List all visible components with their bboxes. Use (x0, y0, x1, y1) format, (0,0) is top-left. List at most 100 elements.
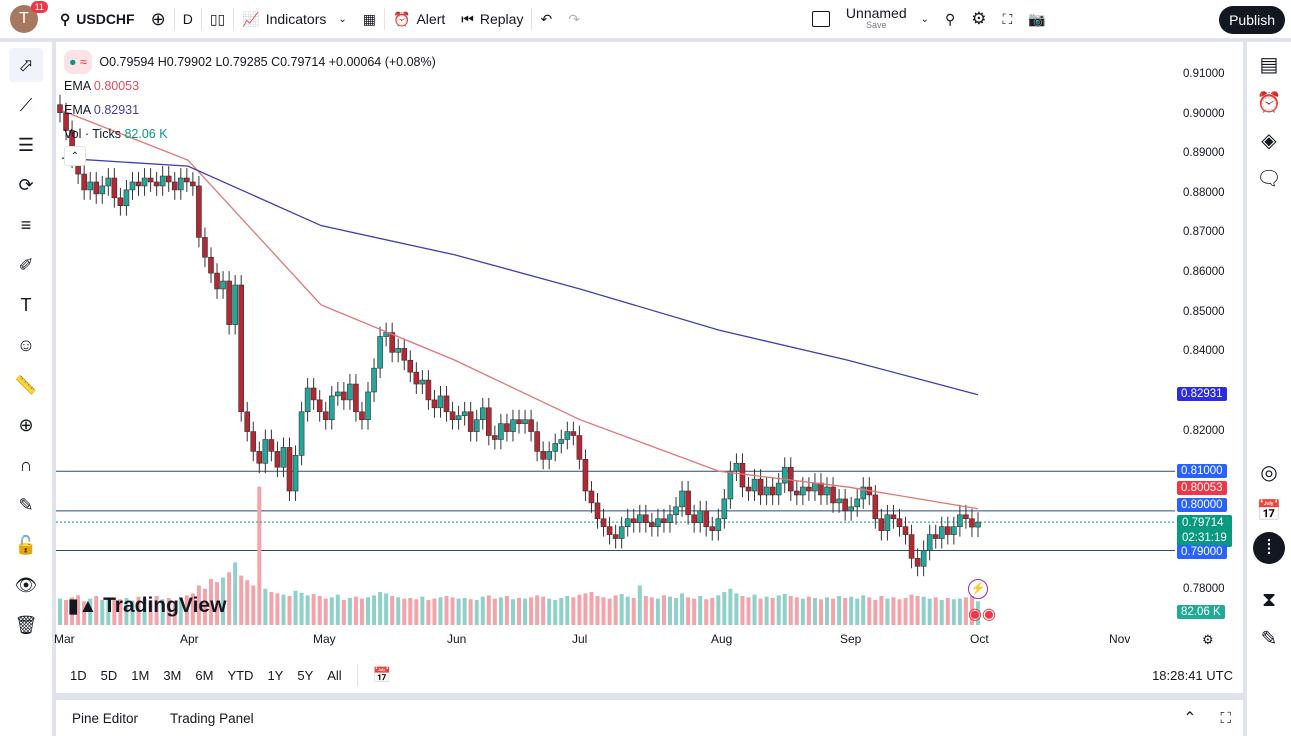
chat-icon[interactable]: 🗨 (1256, 167, 1282, 190)
horizontal-lines-icon[interactable]: ☰ (17, 134, 35, 155)
trading-panel-tab[interactable]: Trading Panel (170, 710, 254, 726)
volume-bar (788, 596, 793, 625)
candle-body (310, 387, 317, 401)
interval-button[interactable]: D (175, 0, 201, 38)
pattern-icon[interactable]: ⟳ (18, 174, 34, 195)
volume-bar (601, 597, 606, 625)
timeframe-1d[interactable]: 1D (70, 667, 87, 683)
broadcast-icon[interactable]: ⧗ (1261, 588, 1277, 611)
lock-pencil-icon[interactable]: ✎ (18, 494, 34, 515)
events-icon[interactable]: ⚡ (968, 579, 988, 599)
indicators-button[interactable]: 📈 Indicators ⌄ (234, 0, 355, 38)
collapse-panel-icon[interactable]: ⌃ (1183, 710, 1197, 727)
ruler-icon[interactable]: 📏 (14, 374, 38, 395)
candle-body (938, 526, 945, 539)
clock[interactable]: 18:28:41 UTC (1152, 667, 1233, 683)
timeframe-5d[interactable]: 5D (100, 667, 118, 683)
timeframe-1y[interactable]: 1Y (267, 667, 284, 683)
replay-button[interactable]: ⏮ Replay (453, 0, 531, 38)
candle-body (153, 181, 160, 187)
volume-bar (136, 596, 141, 625)
templates-button[interactable]: ▦ (355, 0, 384, 38)
trend-line-icon[interactable]: ⟋ (19, 94, 33, 115)
status-dot: ● ≈ (64, 50, 92, 74)
timeframe-all[interactable]: All (327, 667, 342, 683)
fullscreen-button[interactable]: ⛶ (995, 0, 1021, 38)
candle-body (576, 435, 583, 460)
date-range-icon[interactable]: 📅 (372, 667, 392, 684)
candle-body (697, 510, 703, 524)
cursor-icon[interactable]: ⬀ (9, 48, 43, 82)
publish-button[interactable]: Publish (1219, 6, 1285, 34)
candle-body (908, 534, 915, 559)
volume-bar (160, 599, 165, 625)
candle-body (685, 490, 691, 516)
compare-button[interactable]: ⊕ (143, 0, 174, 38)
ema-slow-label[interactable]: EMA (64, 103, 91, 117)
magnify-icon: ⚲ (945, 10, 956, 27)
candle-body (800, 486, 806, 496)
snapshot-button[interactable]: 📷 (1020, 0, 1053, 38)
undo-button[interactable]: ↶ (532, 0, 560, 38)
candle-body (105, 177, 112, 187)
volume-bar (196, 585, 201, 625)
target-icon[interactable]: ◎ (1260, 461, 1278, 484)
apps-grid-icon[interactable]: ⁞ (1253, 532, 1285, 564)
magnet-icon[interactable]: ∩ (19, 454, 33, 475)
candle-body (926, 534, 933, 551)
price-chart[interactable] (56, 42, 1243, 654)
us-flag-events-icon[interactable]: ◉◉ (968, 606, 996, 623)
quick-search-button[interactable]: ⚲ (937, 0, 963, 38)
candle-body (534, 431, 540, 452)
fib-icon[interactable]: ≡ (20, 214, 32, 235)
volume-bar (142, 598, 147, 625)
timeframe-ytd[interactable]: YTD (227, 667, 254, 683)
layout-button[interactable]: Unnamed Save ⌄ (804, 0, 937, 38)
candle-body (818, 482, 824, 496)
volume-bar (281, 594, 286, 625)
alerts-clock-icon[interactable]: ⏰ (1256, 91, 1282, 114)
ema-fast-label[interactable]: EMA (64, 79, 91, 93)
volume-bar (245, 580, 250, 625)
timeframe-6m[interactable]: 6M (195, 667, 214, 683)
collapse-legend-button[interactable]: ⌃ (64, 146, 86, 166)
volume-bar (963, 597, 968, 625)
time-tick: May (313, 632, 336, 646)
maximize-panel-icon[interactable]: ⛶ (1220, 709, 1231, 727)
axis-settings-icon[interactable]: ⚙ (1202, 632, 1214, 647)
lock-icon[interactable]: 🔓 (14, 534, 38, 555)
pine-editor-tab[interactable]: Pine Editor (72, 710, 139, 726)
zoom-in-icon[interactable]: ⊕ (18, 414, 34, 435)
volume-bar (903, 597, 908, 625)
eye-icon[interactable]: 👁 (14, 574, 38, 595)
layers-icon[interactable]: ◈ (1261, 129, 1277, 152)
candle-body (93, 181, 100, 195)
volume-bar (649, 597, 654, 625)
timeframe-5y[interactable]: 5Y (297, 667, 314, 683)
chart-type-button[interactable]: ▯▯ (202, 0, 233, 38)
text-icon[interactable]: T (20, 294, 32, 315)
volume-bar (933, 597, 938, 625)
volume-bar (293, 590, 298, 625)
brush-icon[interactable]: ✐ (18, 254, 34, 275)
timeframe-1m[interactable]: 1M (131, 667, 150, 683)
calendar-icon[interactable]: 📅 (1256, 499, 1282, 522)
timeframe-3m[interactable]: 3M (163, 667, 182, 683)
trash-icon[interactable]: 🗑 (14, 614, 38, 635)
redo-button[interactable]: ↷ (560, 0, 588, 38)
candle-body (733, 462, 740, 472)
watchlist-icon[interactable]: ▤ (1259, 53, 1279, 76)
settings-button[interactable]: ⚙ (963, 0, 994, 38)
volume-bar (897, 599, 902, 625)
volume-bar (202, 588, 207, 625)
candle-body (914, 558, 921, 567)
volume-bar (559, 597, 564, 625)
avatar[interactable]: T 11 (10, 1, 48, 33)
help-icon[interactable]: ✎ (1260, 627, 1278, 650)
chart-pane[interactable]: ▮▲ TradingView ● ≈ O0.79594 H0.79902 L0.… (54, 42, 1243, 693)
candle-body (890, 514, 897, 520)
volume-label[interactable]: Vol · Ticks (64, 127, 121, 141)
symbol-search[interactable]: ⚲ USDCHF (52, 0, 143, 38)
emoji-icon[interactable]: ☺ (16, 334, 36, 355)
alert-button[interactable]: ⏰ Alert (385, 0, 453, 38)
